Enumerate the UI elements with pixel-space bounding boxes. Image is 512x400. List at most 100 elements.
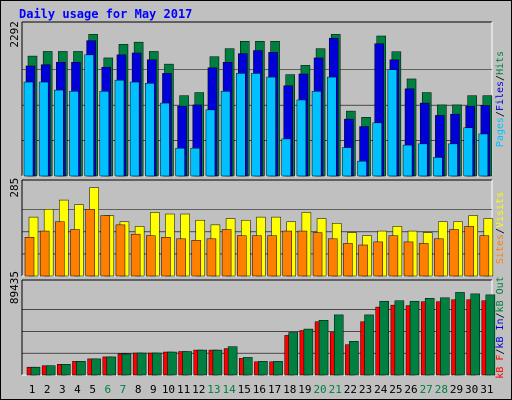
bar-kbout-14: [227, 346, 238, 376]
x-tick-label-11: 11: [177, 383, 190, 396]
bar-kbout-17: [273, 361, 283, 376]
bar-sites-8: [130, 233, 141, 277]
bar-sites-14: [221, 229, 232, 277]
bar-pages-5: [84, 54, 94, 177]
x-tick-label-12: 12: [192, 383, 205, 396]
bar-pages-29: [448, 143, 458, 177]
bar-sites-7: [115, 224, 126, 277]
bar-kbout-20: [318, 320, 329, 376]
bar-kbout-1: [30, 366, 41, 376]
bar-sites-25: [388, 235, 399, 277]
legend-visits: Visits: [495, 192, 506, 228]
bar-kbout-5: [91, 358, 101, 376]
bar-sites-23: [358, 244, 368, 277]
bar-kbout-7: [121, 353, 132, 376]
bar-kbout-4: [76, 361, 86, 376]
legend-files: Files: [495, 81, 506, 111]
bar-kbout-22: [349, 341, 359, 376]
bar-sites-22: [343, 243, 353, 277]
bar-pages-17: [266, 76, 276, 177]
bar-sites-2: [39, 230, 50, 277]
bar-pages-15: [236, 73, 246, 177]
legend-separator: /: [495, 75, 506, 81]
bar-kbout-18: [288, 332, 298, 376]
bar-pages-9: [145, 83, 155, 177]
x-tick-label-16: 16: [253, 383, 266, 396]
bar-kbout-27: [424, 298, 435, 376]
bar-pages-14: [220, 91, 231, 177]
x-tick-label-26: 26: [404, 383, 417, 396]
x-tick-label-4: 4: [74, 383, 81, 396]
bar-sites-26: [403, 241, 414, 277]
x-tick-label-18: 18: [283, 383, 296, 396]
bar-kbout-13: [212, 349, 223, 376]
bar-sites-20: [312, 232, 323, 277]
bar-sites-11: [176, 238, 186, 277]
bar-sites-21: [327, 238, 338, 277]
bar-kbout-6: [106, 356, 117, 376]
panel-visits-ymax-label: 285: [8, 178, 21, 198]
bar-sites-24: [373, 241, 383, 277]
bar-pages-16: [251, 73, 261, 177]
x-tick-label-7: 7: [120, 383, 127, 396]
bar-pages-18: [281, 138, 291, 177]
bar-sites-16: [252, 235, 262, 277]
x-tick-label-19: 19: [298, 383, 311, 396]
bar-kbout-19: [303, 328, 314, 376]
bar-pages-19: [296, 99, 307, 177]
panel-visits-legend: Sites/Visits: [495, 192, 506, 264]
x-tick-label-27: 27: [420, 383, 433, 396]
bar-sites-9: [146, 235, 156, 277]
x-tick-label-31: 31: [480, 383, 493, 396]
bar-sites-19: [297, 230, 308, 277]
bar-pages-4: [69, 91, 79, 177]
bar-pages-25: [387, 69, 398, 177]
legend-kb-out: kB Out: [495, 276, 506, 312]
bar-kbout-12: [197, 349, 208, 376]
x-tick-label-17: 17: [268, 383, 281, 396]
bar-pages-23: [357, 160, 367, 177]
bar-sites-17: [267, 235, 277, 277]
bar-kbout-3: [61, 364, 71, 376]
bar-kbout-10: [167, 351, 177, 376]
bar-sites-28: [434, 238, 444, 277]
x-tick-label-30: 30: [465, 383, 478, 396]
bar-kbout-15: [243, 357, 253, 376]
x-tick-label-20: 20: [313, 383, 326, 396]
bar-sites-1: [24, 237, 35, 277]
bar-sites-10: [161, 237, 171, 277]
bar-sites-18: [282, 230, 292, 277]
bar-sites-30: [464, 226, 474, 277]
bar-pages-13: [205, 109, 216, 177]
bar-sites-27: [418, 243, 429, 277]
panel-requests-legend: Pages/Files/Hits: [495, 51, 506, 147]
x-tick-label-3: 3: [59, 383, 66, 396]
bar-kbout-21: [333, 314, 344, 376]
x-tick-label-15: 15: [238, 383, 251, 396]
x-tick-label-10: 10: [162, 383, 175, 396]
legend-hits: Hits: [495, 51, 506, 75]
x-tick-label-13: 13: [207, 383, 220, 396]
chart-title: Daily usage for May 2017: [19, 7, 193, 21]
bar-sites-15: [237, 235, 247, 277]
panel-kbytes-legend: kB F/kB In/kB Out: [495, 276, 506, 378]
bar-sites-12: [191, 240, 202, 277]
bar-kbout-9: [152, 352, 162, 376]
legend-sites: Sites: [495, 234, 506, 264]
legend-separator: /: [495, 349, 506, 355]
bar-pages-21: [326, 76, 337, 177]
legend-separator: /: [495, 312, 506, 318]
bar-sites-13: [206, 238, 217, 277]
legend-pages: Pages: [495, 117, 506, 147]
bar-kbout-31: [485, 294, 496, 376]
panel-kbytes-ymax-label: 89435: [8, 271, 21, 304]
x-tick-label-5: 5: [89, 383, 96, 396]
bar-pages-31: [478, 133, 489, 177]
x-tick-label-25: 25: [389, 383, 402, 396]
bar-pages-3: [54, 89, 64, 177]
bar-kbout-25: [394, 300, 405, 376]
bar-kbout-8: [136, 352, 147, 376]
x-tick-label-8: 8: [135, 383, 142, 396]
bar-kbout-23: [364, 314, 374, 376]
